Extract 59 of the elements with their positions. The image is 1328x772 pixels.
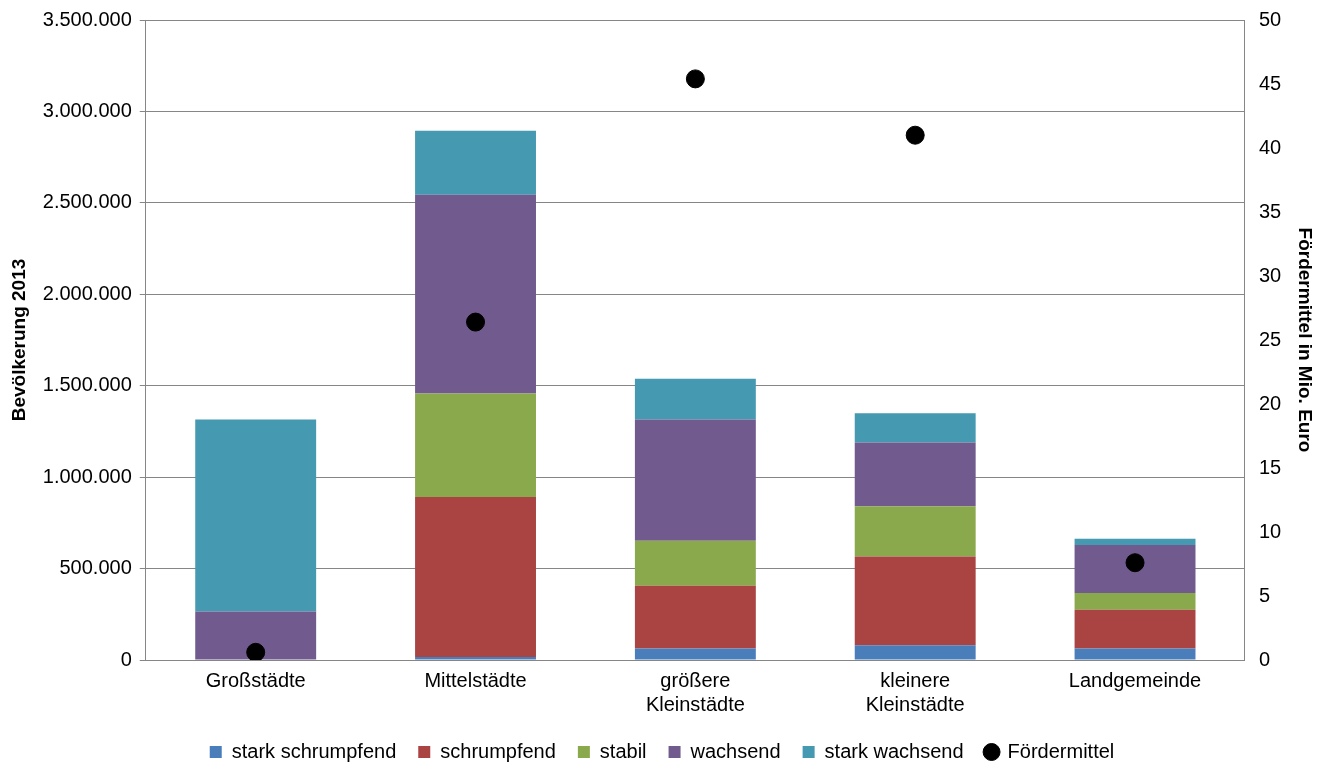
y-tick-label: 1.000.000 <box>42 464 132 487</box>
legend-label: stark schrumpfend <box>231 739 397 762</box>
y-tick-label: 2.500.000 <box>42 190 132 213</box>
legend-label: wachsend <box>689 739 781 762</box>
bar <box>634 419 756 541</box>
y-tick-label: 500.000 <box>59 556 132 579</box>
bar <box>415 194 536 394</box>
bar <box>854 442 976 507</box>
bar <box>634 378 756 420</box>
x-tick-label: kleinere Kleinstädte <box>865 668 965 715</box>
point <box>1125 553 1145 573</box>
bar <box>634 585 756 649</box>
y-tick-label: 1.500.000 <box>42 373 132 396</box>
bar <box>634 540 756 586</box>
y2-tick-label: 50 <box>1258 7 1282 30</box>
legend-label: stark wachsend <box>824 739 964 762</box>
y2-tick-label: 15 <box>1258 455 1282 478</box>
point <box>246 642 266 660</box>
y-tick-label: 0 <box>120 647 132 670</box>
bar <box>195 419 317 612</box>
x-tick-label: Großstädte <box>205 668 306 691</box>
point <box>685 69 705 89</box>
y2-tick-label: 5 <box>1258 583 1271 606</box>
y2-tick-label: 20 <box>1258 391 1282 414</box>
y-tick-label: 3.500.000 <box>42 7 132 30</box>
point <box>466 312 486 332</box>
bar <box>1074 538 1196 545</box>
bar <box>415 393 536 497</box>
y2-tick-label: 10 <box>1258 519 1282 542</box>
y2-tick-label: 0 <box>1258 647 1271 670</box>
y-axis-title: Bevölkerung 2013 <box>7 258 29 422</box>
legend-label: Fördermittel <box>1007 739 1115 762</box>
y2-tick-label: 30 <box>1258 263 1282 286</box>
bar <box>634 648 756 660</box>
bar <box>854 413 976 443</box>
bar <box>854 645 976 660</box>
y2-tick-label: 25 <box>1258 327 1282 350</box>
bar <box>1074 593 1196 610</box>
legend-label: stabil <box>599 739 647 762</box>
bar <box>854 506 976 557</box>
y2-tick-label: 45 <box>1258 71 1282 94</box>
bar <box>195 611 317 660</box>
bar <box>854 556 976 646</box>
y2-axis-title: Fördermittel in Mio. Euro <box>1295 227 1317 453</box>
bar <box>1074 609 1196 649</box>
bar <box>1074 544 1196 594</box>
y-tick-label: 3.000.000 <box>42 98 132 121</box>
y2-tick-label: 35 <box>1258 199 1282 222</box>
x-tick-label: größere Kleinstädte <box>645 668 745 715</box>
y2-tick-label: 40 <box>1258 135 1282 158</box>
x-tick-label: Landgemeinde <box>1068 668 1202 691</box>
bar <box>415 656 536 660</box>
bar <box>415 496 536 657</box>
point <box>905 125 925 145</box>
x-tick-label: Mittelstädte <box>424 668 527 691</box>
legend-label: schrumpfend <box>440 739 556 762</box>
bar <box>1074 648 1196 660</box>
y-tick-label: 2.000.000 <box>42 281 132 304</box>
bar <box>415 130 536 195</box>
